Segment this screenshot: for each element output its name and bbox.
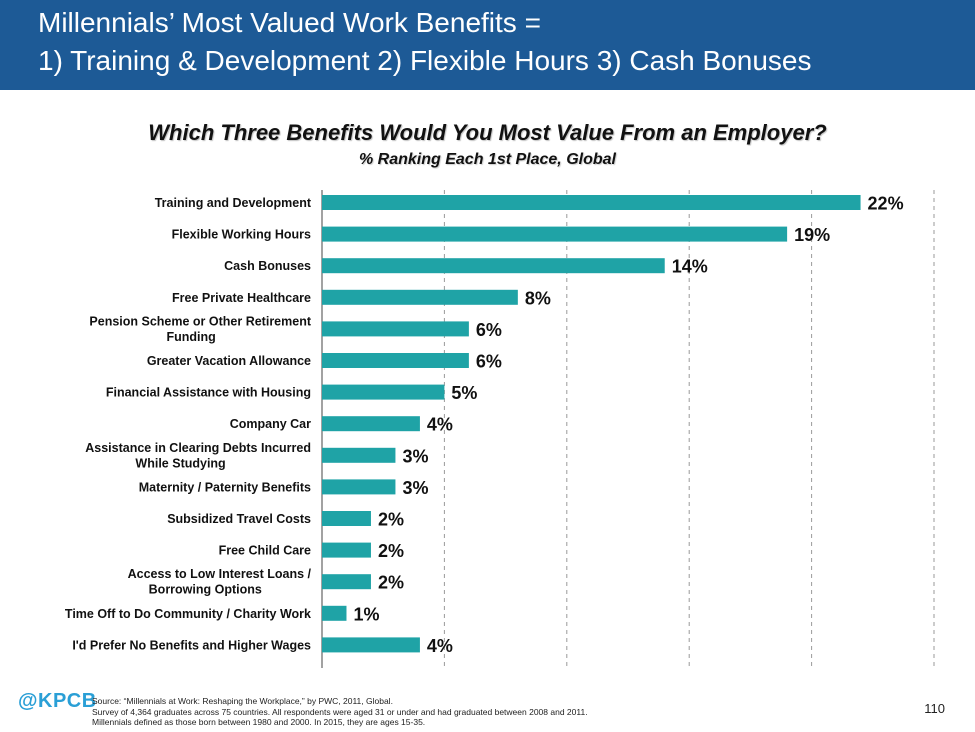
category-label-line: While Studying: [135, 456, 225, 470]
value-label-14: 4%: [427, 636, 453, 656]
bar-12: [322, 574, 371, 590]
value-label-0: 22%: [868, 194, 904, 214]
value-label-7: 4%: [427, 415, 453, 435]
chart-subtitle: % Ranking Each 1st Place, Global: [359, 151, 616, 168]
category-label-11: Free Child Care: [219, 544, 311, 558]
bar-5: [322, 353, 469, 368]
category-label-12: Access to Low Interest Loans / Borrowing …: [128, 567, 312, 597]
value-label-9: 3%: [402, 478, 428, 498]
value-label-2: 14%: [672, 257, 708, 277]
value-label-3: 8%: [525, 288, 551, 308]
value-label-1: 19%: [794, 225, 830, 245]
bar-1: [322, 226, 788, 242]
value-label-13: 1%: [353, 604, 379, 624]
category-label-0: Training and Development: [155, 196, 312, 210]
category-label-line: Assistance in Clearing Debts Incurred: [85, 441, 311, 455]
bar-4: [322, 321, 469, 337]
value-label-4: 6%: [476, 320, 502, 340]
value-label-10: 2%: [378, 510, 404, 530]
slide-title-line-2: 1) Training & Development 2) Flexible Ho…: [38, 45, 812, 76]
category-label-6: Financial Assistance with Housing: [106, 386, 311, 400]
value-label-6: 5%: [451, 383, 477, 403]
chart-title: Which Three Benefits Would You Most Valu…: [148, 120, 827, 145]
source-note: Source: “Millennials at Work: Reshaping …: [92, 696, 588, 728]
bar-14: [322, 637, 420, 653]
bar-7: [322, 416, 420, 432]
page-number: 110: [924, 701, 945, 716]
category-label-3: Free Private Healthcare: [172, 291, 311, 305]
source-line-2: Survey of 4,364 graduates across 75 coun…: [92, 706, 588, 717]
bar-3: [322, 289, 518, 305]
value-label-11: 2%: [378, 541, 404, 561]
bar-10: [322, 511, 371, 526]
slide-title-line-1: Millennials’ Most Valued Work Benefits =: [38, 7, 541, 38]
category-label-13: Time Off to Do Community / Charity Work: [65, 607, 311, 621]
bar-11: [322, 542, 371, 558]
bar-9: [322, 479, 396, 495]
category-label-10: Subsidized Travel Costs: [167, 512, 311, 526]
category-label-7: Company Car: [230, 417, 311, 431]
category-label-line: Funding: [167, 330, 216, 344]
category-label-line: Pension Scheme or Other Retirement: [89, 314, 311, 328]
bar-2: [322, 258, 665, 274]
value-label-5: 6%: [476, 352, 502, 372]
category-label-line: Access to Low Interest Loans /: [128, 567, 312, 581]
source-line-3: Millennials defined as those born betwee…: [92, 717, 426, 727]
category-label-5: Greater Vacation Allowance: [147, 354, 311, 368]
bar-0: [322, 195, 861, 210]
bar-6: [322, 384, 445, 400]
category-label-line: Borrowing Options: [149, 583, 262, 597]
header-banner: Millennials’ Most Valued Work Benefits =…: [0, 0, 975, 90]
bar-8: [322, 447, 396, 463]
kpcb-logo: @KPCB: [18, 690, 97, 712]
category-label-1: Flexible Working Hours: [172, 228, 311, 242]
category-label-2: Cash Bonuses: [224, 259, 311, 273]
category-label-14: I'd Prefer No Benefits and Higher Wages: [72, 638, 311, 652]
value-label-12: 2%: [378, 573, 404, 593]
source-line-1: Source: “Millennials at Work: Reshaping …: [92, 696, 393, 706]
bar-13: [322, 605, 347, 621]
category-label-4: Pension Scheme or Other Retirement Fundin…: [89, 314, 311, 344]
value-label-8: 3%: [402, 446, 428, 466]
category-label-8: Assistance in Clearing Debts Incurred Whi…: [85, 441, 311, 471]
category-label-9: Maternity / Paternity Benefits: [139, 480, 311, 494]
